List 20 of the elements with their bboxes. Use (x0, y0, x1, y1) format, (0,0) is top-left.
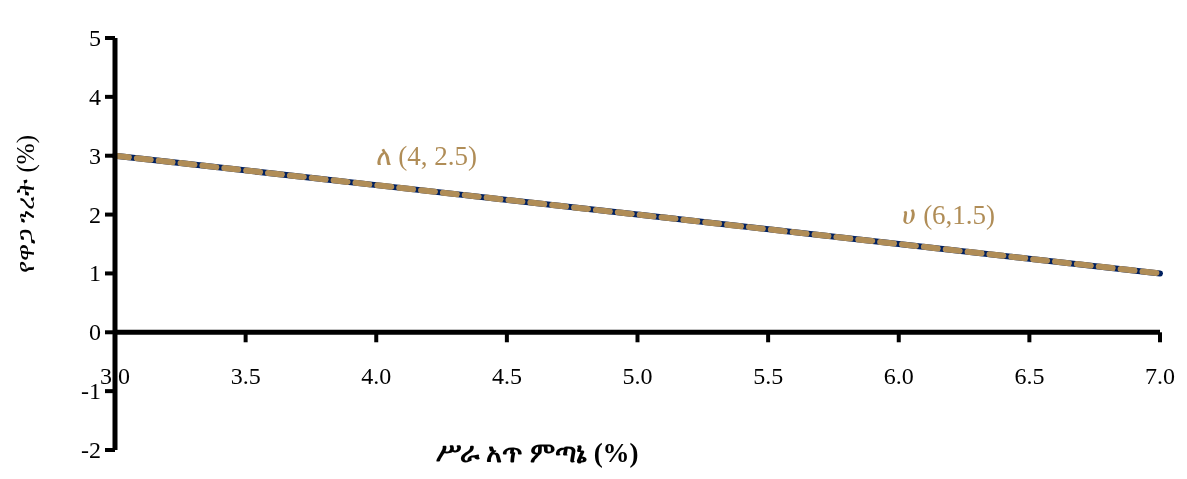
x-tick-label: 4.5 (491, 363, 522, 390)
y-tick-label: 0 (89, 319, 101, 346)
y-tick-label: 3 (89, 142, 101, 169)
y-tick-label: -2 (81, 437, 101, 463)
x-tick-label: 6.0 (883, 363, 914, 390)
x-axis-title: ሥራ አጥ ምጣኔ (%) (436, 438, 639, 468)
y-tick-label: 1 (89, 260, 101, 287)
x-tick-label: 5.5 (753, 363, 784, 390)
x-tick-label: 3.5 (230, 363, 261, 390)
y-tick-label: 4 (89, 83, 101, 110)
y-axis-title: የዋጋ ንረት (%) (12, 135, 40, 273)
y-tick-label: 2 (89, 201, 101, 228)
x-tick-label: 5.0 (622, 363, 653, 390)
x-tick-label: 6.5 (1014, 363, 1045, 390)
annotation: ሀ (6,1.5) (902, 200, 996, 230)
annotation: ለ (4, 2.5) (375, 141, 477, 172)
y-tick-label: -1 (81, 378, 101, 405)
x-tick-label: 7.0 (1145, 363, 1175, 390)
x-tick-label: 4.0 (361, 363, 392, 390)
y-tick-label: 5 (89, 25, 101, 51)
